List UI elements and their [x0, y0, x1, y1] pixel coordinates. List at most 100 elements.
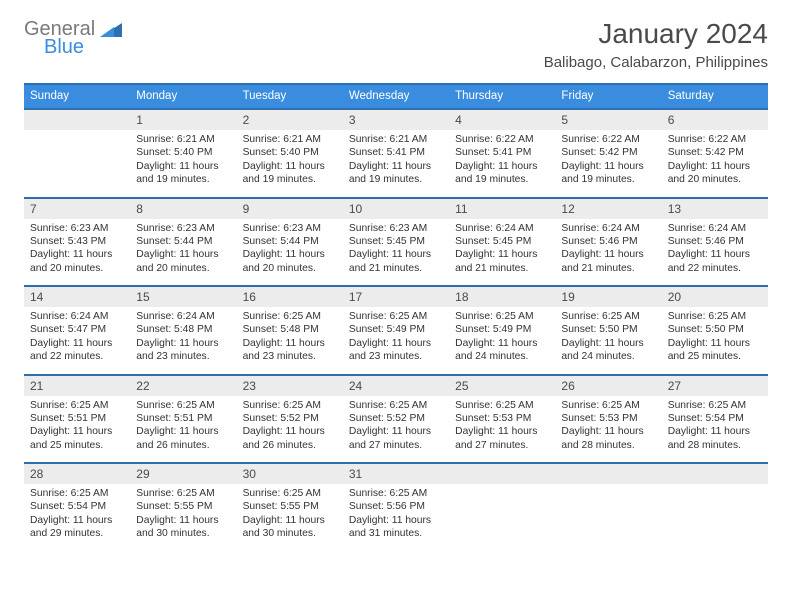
location: Balibago, Calabarzon, Philippines	[544, 54, 768, 71]
day-cell: Sunrise: 6:25 AMSunset: 5:51 PMDaylight:…	[130, 396, 236, 463]
day-number	[555, 464, 661, 484]
day-number: 28	[24, 464, 130, 484]
sunrise-line: Sunrise: 6:25 AM	[561, 310, 655, 323]
day-number: 4	[449, 110, 555, 130]
weekday-label: Thursday	[449, 85, 555, 108]
day-cell: Sunrise: 6:25 AMSunset: 5:49 PMDaylight:…	[343, 307, 449, 374]
day-number: 7	[24, 199, 130, 219]
sunrise-line: Sunrise: 6:24 AM	[455, 222, 549, 235]
day-number: 17	[343, 287, 449, 307]
sunset-line: Sunset: 5:47 PM	[30, 323, 124, 336]
day-number: 8	[130, 199, 236, 219]
day-cell: Sunrise: 6:25 AMSunset: 5:50 PMDaylight:…	[662, 307, 768, 374]
sunset-line: Sunset: 5:55 PM	[136, 500, 230, 513]
day-number: 22	[130, 376, 236, 396]
sunset-line: Sunset: 5:53 PM	[455, 412, 549, 425]
week-row: Sunrise: 6:25 AMSunset: 5:51 PMDaylight:…	[24, 396, 768, 463]
day-number: 6	[662, 110, 768, 130]
daynum-row: 21222324252627	[24, 374, 768, 396]
day-number: 5	[555, 110, 661, 130]
sunset-line: Sunset: 5:50 PM	[668, 323, 762, 336]
sunrise-line: Sunrise: 6:25 AM	[668, 399, 762, 412]
day-cell	[555, 484, 661, 551]
daylight-line: Daylight: 11 hours and 29 minutes.	[30, 514, 124, 541]
sunset-line: Sunset: 5:50 PM	[561, 323, 655, 336]
logo-text-blue: Blue	[44, 36, 84, 59]
sunrise-line: Sunrise: 6:25 AM	[30, 487, 124, 500]
sunset-line: Sunset: 5:52 PM	[349, 412, 443, 425]
daylight-line: Daylight: 11 hours and 24 minutes.	[455, 337, 549, 364]
sunset-line: Sunset: 5:43 PM	[30, 235, 124, 248]
sunrise-line: Sunrise: 6:23 AM	[243, 222, 337, 235]
daylight-line: Daylight: 11 hours and 19 minutes.	[243, 160, 337, 187]
day-number: 29	[130, 464, 236, 484]
day-number: 3	[343, 110, 449, 130]
day-number: 1	[130, 110, 236, 130]
week-row: Sunrise: 6:21 AMSunset: 5:40 PMDaylight:…	[24, 130, 768, 197]
sunrise-line: Sunrise: 6:25 AM	[349, 487, 443, 500]
daylight-line: Daylight: 11 hours and 19 minutes.	[136, 160, 230, 187]
daylight-line: Daylight: 11 hours and 22 minutes.	[30, 337, 124, 364]
sunrise-line: Sunrise: 6:25 AM	[561, 399, 655, 412]
daylight-line: Daylight: 11 hours and 26 minutes.	[243, 425, 337, 452]
day-cell: Sunrise: 6:23 AMSunset: 5:44 PMDaylight:…	[237, 219, 343, 286]
day-cell: Sunrise: 6:21 AMSunset: 5:40 PMDaylight:…	[237, 130, 343, 197]
sunrise-line: Sunrise: 6:25 AM	[243, 310, 337, 323]
day-cell: Sunrise: 6:21 AMSunset: 5:40 PMDaylight:…	[130, 130, 236, 197]
week-row: Sunrise: 6:24 AMSunset: 5:47 PMDaylight:…	[24, 307, 768, 374]
sunrise-line: Sunrise: 6:22 AM	[455, 133, 549, 146]
daynum-row: 123456	[24, 108, 768, 130]
weekday-label: Tuesday	[237, 85, 343, 108]
week-row: Sunrise: 6:23 AMSunset: 5:43 PMDaylight:…	[24, 219, 768, 286]
sunset-line: Sunset: 5:45 PM	[455, 235, 549, 248]
day-cell: Sunrise: 6:25 AMSunset: 5:50 PMDaylight:…	[555, 307, 661, 374]
sunrise-line: Sunrise: 6:23 AM	[30, 222, 124, 235]
sunrise-line: Sunrise: 6:21 AM	[349, 133, 443, 146]
day-number: 24	[343, 376, 449, 396]
logo-triangle-icon	[100, 21, 122, 42]
daylight-line: Daylight: 11 hours and 21 minutes.	[349, 248, 443, 275]
daylight-line: Daylight: 11 hours and 30 minutes.	[243, 514, 337, 541]
sunrise-line: Sunrise: 6:24 AM	[136, 310, 230, 323]
daylight-line: Daylight: 11 hours and 20 minutes.	[136, 248, 230, 275]
day-number: 20	[662, 287, 768, 307]
day-cell: Sunrise: 6:24 AMSunset: 5:46 PMDaylight:…	[662, 219, 768, 286]
daynum-row: 28293031	[24, 462, 768, 484]
daylight-line: Daylight: 11 hours and 21 minutes.	[561, 248, 655, 275]
day-number: 27	[662, 376, 768, 396]
day-cell	[449, 484, 555, 551]
day-number: 19	[555, 287, 661, 307]
day-number: 18	[449, 287, 555, 307]
sunset-line: Sunset: 5:41 PM	[349, 146, 443, 159]
sunrise-line: Sunrise: 6:25 AM	[136, 487, 230, 500]
sunrise-line: Sunrise: 6:23 AM	[136, 222, 230, 235]
sunrise-line: Sunrise: 6:25 AM	[455, 310, 549, 323]
weeks-container: 123456Sunrise: 6:21 AMSunset: 5:40 PMDay…	[24, 108, 768, 551]
day-number: 30	[237, 464, 343, 484]
sunset-line: Sunset: 5:49 PM	[455, 323, 549, 336]
weekday-label: Saturday	[662, 85, 768, 108]
sunrise-line: Sunrise: 6:25 AM	[349, 310, 443, 323]
daylight-line: Daylight: 11 hours and 26 minutes.	[136, 425, 230, 452]
weekday-header-row: SundayMondayTuesdayWednesdayThursdayFrid…	[24, 83, 768, 108]
day-cell: Sunrise: 6:23 AMSunset: 5:45 PMDaylight:…	[343, 219, 449, 286]
day-cell: Sunrise: 6:25 AMSunset: 5:54 PMDaylight:…	[662, 396, 768, 463]
sunrise-line: Sunrise: 6:25 AM	[30, 399, 124, 412]
daylight-line: Daylight: 11 hours and 19 minutes.	[561, 160, 655, 187]
title-block: January 2024 Balibago, Calabarzon, Phili…	[544, 18, 768, 71]
sunrise-line: Sunrise: 6:24 AM	[668, 222, 762, 235]
sunset-line: Sunset: 5:42 PM	[561, 146, 655, 159]
sunset-line: Sunset: 5:42 PM	[668, 146, 762, 159]
sunset-line: Sunset: 5:53 PM	[561, 412, 655, 425]
day-cell: Sunrise: 6:24 AMSunset: 5:47 PMDaylight:…	[24, 307, 130, 374]
daylight-line: Daylight: 11 hours and 20 minutes.	[668, 160, 762, 187]
day-number: 25	[449, 376, 555, 396]
month-title: January 2024	[544, 18, 768, 50]
sunset-line: Sunset: 5:54 PM	[30, 500, 124, 513]
weekday-label: Friday	[555, 85, 661, 108]
day-cell: Sunrise: 6:25 AMSunset: 5:53 PMDaylight:…	[555, 396, 661, 463]
daylight-line: Daylight: 11 hours and 27 minutes.	[455, 425, 549, 452]
sunset-line: Sunset: 5:49 PM	[349, 323, 443, 336]
day-cell: Sunrise: 6:25 AMSunset: 5:52 PMDaylight:…	[237, 396, 343, 463]
logo: General Blue	[24, 18, 122, 41]
